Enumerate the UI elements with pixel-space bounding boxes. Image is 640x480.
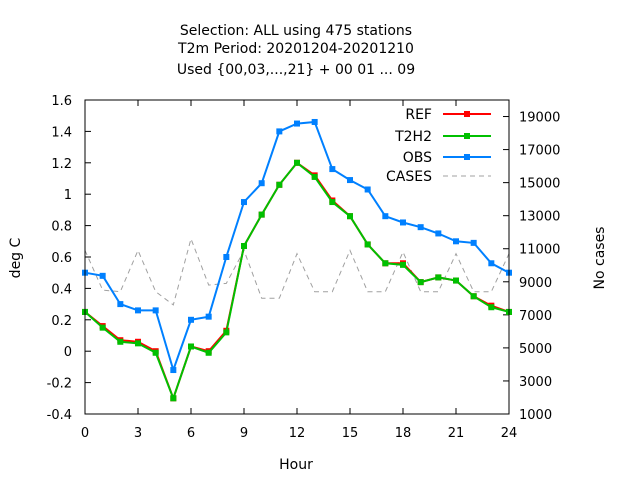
data-point-t2h2 bbox=[488, 304, 495, 311]
data-point-obs bbox=[117, 301, 124, 308]
x-tick-label: 21 bbox=[448, 426, 465, 441]
data-point-t2h2 bbox=[347, 213, 353, 220]
y2-axis-label: No cases bbox=[592, 227, 608, 290]
data-point-t2h2 bbox=[152, 349, 159, 356]
data-point-obs bbox=[470, 239, 477, 246]
data-point-obs bbox=[347, 177, 353, 184]
y2-tick-label: 15000 bbox=[519, 177, 560, 192]
legend-marker-t2h2 bbox=[464, 133, 470, 139]
data-point-t2h2 bbox=[400, 261, 406, 268]
data-point-t2h2 bbox=[453, 277, 459, 284]
y2-tick-label: 7000 bbox=[519, 309, 552, 324]
data-point-obs bbox=[205, 313, 212, 320]
data-point-t2h2 bbox=[99, 324, 106, 331]
y2-tick-label: 1000 bbox=[519, 408, 552, 423]
y2-tick-label: 11000 bbox=[519, 243, 560, 258]
x-tick-label: 18 bbox=[395, 426, 412, 441]
y2-tick-label: 19000 bbox=[519, 111, 560, 126]
data-point-t2h2 bbox=[223, 329, 230, 336]
y-tick-label: 1.6 bbox=[51, 94, 72, 109]
data-point-t2h2 bbox=[135, 340, 141, 347]
data-point-obs bbox=[99, 272, 106, 279]
data-point-obs bbox=[188, 316, 194, 323]
x-tick-label: 6 bbox=[187, 426, 195, 441]
x-tick-label: 24 bbox=[501, 426, 518, 441]
data-point-obs bbox=[258, 180, 265, 187]
legend-label-cases: CASES bbox=[386, 169, 432, 185]
data-point-t2h2 bbox=[276, 181, 283, 188]
y-tick-label: 1 bbox=[64, 188, 72, 203]
data-point-t2h2 bbox=[382, 260, 389, 267]
data-point-t2h2 bbox=[364, 241, 371, 248]
data-point-t2h2 bbox=[329, 199, 336, 206]
plot-border bbox=[84, 99, 510, 415]
chart-title-line-1: Selection: ALL using 475 stations bbox=[180, 23, 412, 39]
y-tick-label: 0.6 bbox=[51, 251, 72, 266]
y2-tick-label: 17000 bbox=[519, 144, 560, 159]
y-tick-label: 1.2 bbox=[51, 157, 72, 172]
y-tick-label: 0 bbox=[64, 345, 72, 360]
y2-tick-label: 9000 bbox=[519, 276, 552, 291]
data-point-obs bbox=[488, 260, 495, 267]
y2-tick-label: 5000 bbox=[519, 342, 552, 357]
data-point-obs bbox=[400, 219, 406, 226]
data-point-obs bbox=[329, 166, 336, 173]
data-point-t2h2 bbox=[417, 279, 424, 286]
data-point-t2h2 bbox=[205, 349, 212, 356]
data-point-obs bbox=[294, 120, 300, 127]
data-point-t2h2 bbox=[435, 274, 442, 281]
data-point-obs bbox=[435, 230, 442, 237]
data-point-obs bbox=[311, 118, 318, 125]
chart-title-line-2: T2m Period: 20201204-20201210 bbox=[177, 41, 414, 57]
x-tick-label: 3 bbox=[134, 426, 142, 441]
data-point-t2h2 bbox=[258, 211, 265, 218]
y-tick-label: 0.2 bbox=[51, 314, 72, 329]
x-tick-label: 12 bbox=[289, 426, 306, 441]
data-point-obs bbox=[382, 213, 389, 220]
y-tick-label: -0.4 bbox=[47, 408, 72, 423]
chart-title-line-3: Used {00,03,...,21} + 00 01 ... 09 bbox=[177, 62, 415, 78]
y-tick-label: -0.2 bbox=[47, 377, 72, 392]
data-point-obs bbox=[135, 307, 141, 314]
series-line-ref bbox=[84, 161, 510, 402]
y2-tick-label: 13000 bbox=[519, 210, 560, 225]
plot-area: 0 3 6 9 12 15 18 21 24 -0.4 -0.2 0 0.2 0.4 0.6 0.8 1 1.2 1… bbox=[47, 94, 561, 441]
legend-marker-ref bbox=[464, 111, 470, 117]
data-point-obs bbox=[453, 238, 459, 245]
data-point-t2h2 bbox=[188, 343, 194, 350]
legend-label-ref: REF bbox=[405, 107, 432, 123]
data-point-obs bbox=[223, 254, 230, 260]
data-point-obs bbox=[364, 186, 371, 193]
legend-label-t2h2: T2H2 bbox=[394, 129, 432, 145]
y2-tick-label: 3000 bbox=[519, 375, 552, 390]
x-tick-label: 15 bbox=[342, 426, 359, 441]
y-tick-label: 0.8 bbox=[51, 220, 72, 235]
x-axis-label: Hour bbox=[279, 457, 313, 473]
data-point-t2h2 bbox=[117, 338, 124, 345]
x-tick-label: 0 bbox=[81, 426, 89, 441]
data-point-t2h2 bbox=[170, 395, 177, 402]
series-line-obs bbox=[84, 120, 510, 374]
data-point-obs bbox=[417, 224, 424, 231]
y-tick-label: 1.4 bbox=[51, 125, 72, 140]
x-tick-label: 9 bbox=[240, 426, 248, 441]
series-line-t2h2 bbox=[84, 161, 510, 402]
data-point-t2h2 bbox=[470, 293, 477, 300]
data-point-obs bbox=[276, 128, 283, 135]
series-line-cases bbox=[84, 237, 510, 306]
data-point-obs bbox=[170, 367, 177, 374]
data-point-obs bbox=[152, 307, 159, 314]
data-point-t2h2 bbox=[294, 159, 300, 166]
data-point-obs bbox=[241, 199, 247, 206]
data-point-t2h2 bbox=[241, 243, 247, 250]
legend-marker-obs bbox=[464, 154, 470, 160]
y-tick-label: 0.4 bbox=[51, 282, 72, 297]
y-axis-label: deg C bbox=[8, 237, 24, 278]
legend-label-obs: OBS bbox=[403, 150, 432, 166]
data-point-t2h2 bbox=[311, 173, 318, 180]
